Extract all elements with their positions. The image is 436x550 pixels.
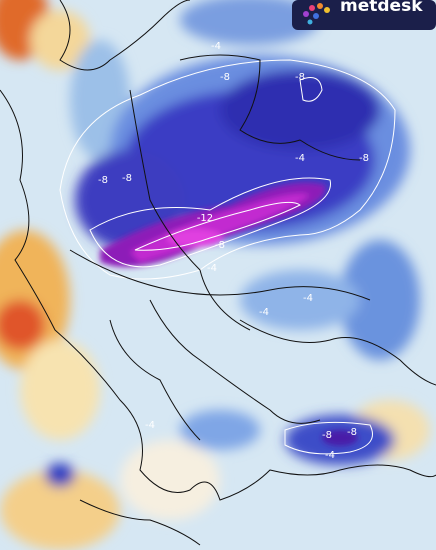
contour-label: -4 xyxy=(295,153,305,164)
logo: metdesk xyxy=(292,0,436,30)
isolines xyxy=(59,59,396,455)
contour-label: -4 xyxy=(211,41,221,52)
contour-label: -4 xyxy=(303,293,313,304)
contour-label: -4 xyxy=(259,307,269,318)
contour-label: -4 xyxy=(145,420,155,431)
contour-label: -8 xyxy=(122,173,132,184)
contour-labels: -4 -8 -8 -8 -4 -8 -8 -12 -8 -4 -4 -4 -8 … xyxy=(98,41,369,461)
contour-label: -8 xyxy=(215,240,225,251)
logo-text: metdesk xyxy=(340,0,423,16)
contour-label: -8 xyxy=(359,153,369,164)
contour-label: -4 xyxy=(325,450,335,461)
contour-label: -4 xyxy=(207,263,217,274)
contour-label: -8 xyxy=(347,427,357,438)
contour-label: -8 xyxy=(322,430,332,441)
contour-label: -8 xyxy=(295,72,305,83)
contour-label: -12 xyxy=(197,213,213,224)
logo-icon xyxy=(303,3,330,25)
contour-label: -8 xyxy=(98,175,108,186)
contour-label: -8 xyxy=(220,72,230,83)
